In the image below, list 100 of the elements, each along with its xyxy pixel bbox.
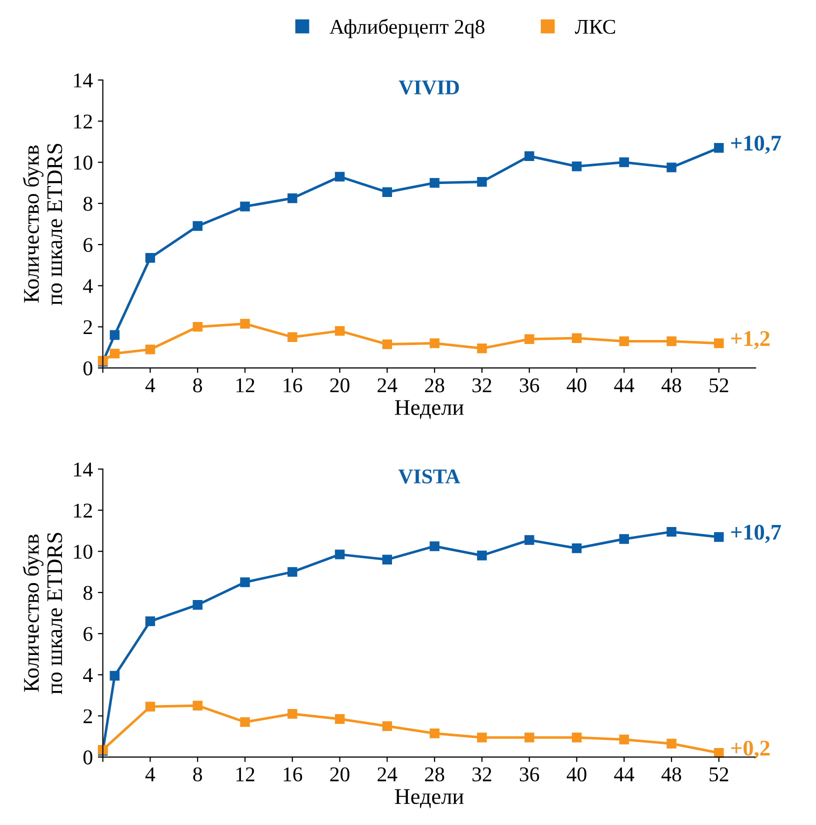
point <box>382 554 392 564</box>
x-tick-label: 44 <box>614 767 634 782</box>
point <box>430 338 440 348</box>
point <box>145 702 156 712</box>
x-axis-title: Недели <box>394 789 464 808</box>
point <box>145 344 156 354</box>
x-tick-label: 36 <box>520 767 540 782</box>
annotation: +1,2 <box>731 331 770 350</box>
annotation: +10,7 <box>731 524 782 543</box>
x-tick-label: 8 <box>193 378 202 392</box>
point <box>572 543 582 554</box>
point <box>430 541 440 552</box>
x-tick-label: 24 <box>378 378 398 392</box>
point <box>192 322 202 332</box>
x-tick-label: 20 <box>330 767 350 782</box>
point <box>334 550 345 560</box>
x-tick-label: 20 <box>330 378 350 392</box>
point <box>240 202 250 212</box>
chart-title: VISTA <box>398 469 460 484</box>
point <box>192 700 202 710</box>
legend-label: Афлиберцепт 2q8 <box>330 18 484 38</box>
point <box>110 348 120 358</box>
annotation: +0,2 <box>731 740 770 759</box>
point <box>524 151 534 161</box>
point <box>619 336 629 346</box>
point <box>192 221 202 231</box>
point <box>430 728 440 738</box>
point <box>619 534 629 544</box>
point <box>145 616 156 626</box>
x-tick-label: 12 <box>236 378 254 392</box>
point <box>110 330 120 340</box>
x-tick-label: 36 <box>520 378 540 392</box>
point <box>288 708 298 719</box>
x-tick-label: 8 <box>193 767 202 782</box>
y-tick-label: 12 <box>74 504 92 518</box>
point <box>572 732 582 742</box>
point <box>382 721 392 732</box>
point <box>666 738 676 749</box>
y-tick-label: 14 <box>74 462 93 476</box>
x-tick-label: 48 <box>661 767 682 782</box>
x-tick-label: 24 <box>378 767 398 782</box>
point <box>382 339 392 350</box>
point <box>477 344 487 354</box>
x-tick-label: 16 <box>284 767 302 782</box>
x-tick-label: 40 <box>566 767 586 782</box>
point <box>240 318 250 329</box>
point <box>572 333 582 343</box>
y-tick-label: 0 <box>83 361 92 376</box>
x-tick-label: 40 <box>566 378 586 392</box>
point <box>524 732 534 742</box>
x-tick-label: 4 <box>145 378 156 392</box>
y-tick-label: 10 <box>74 156 92 170</box>
y-tick-label: 6 <box>84 627 92 642</box>
point <box>714 338 724 348</box>
x-tick-label: 52 <box>710 767 728 782</box>
point <box>110 670 120 681</box>
y-tick-label: 4 <box>83 668 93 682</box>
point <box>619 157 629 168</box>
x-tick-label: 28 <box>425 378 444 392</box>
point <box>334 326 345 336</box>
point <box>714 748 724 758</box>
x-tick-label: 4 <box>145 767 156 782</box>
y-tick-label: 0 <box>83 750 92 764</box>
point <box>334 172 345 182</box>
point <box>334 714 345 724</box>
x-tick-label: 32 <box>472 378 492 392</box>
y-tick-label: 4 <box>83 279 93 293</box>
point <box>714 532 724 542</box>
y-tick-label: 2 <box>84 320 92 334</box>
y-tick-label: 12 <box>74 114 92 128</box>
y-tick-label: 8 <box>83 586 92 600</box>
x-tick-label: 28 <box>425 767 444 782</box>
x-tick-label: 44 <box>614 378 634 392</box>
x-axis-title: Недели <box>394 400 464 420</box>
chart-title: VIVID <box>398 80 459 95</box>
point <box>477 176 487 187</box>
point <box>666 336 676 346</box>
y-tick-label: 8 <box>83 196 92 211</box>
legend-label: ЛКС <box>574 20 616 34</box>
y-axis-title: Количество букв по шкале ETDRS <box>22 532 62 694</box>
point <box>619 734 629 744</box>
x-tick-label: 48 <box>661 378 682 392</box>
y-axis-title: Количество букв по шкале ETDRS <box>22 144 62 306</box>
point <box>477 732 487 742</box>
point <box>666 526 676 537</box>
point <box>382 187 392 197</box>
point <box>288 567 298 577</box>
point <box>572 162 582 172</box>
point <box>430 178 440 188</box>
point <box>524 334 534 344</box>
point <box>288 332 298 342</box>
point <box>477 550 487 560</box>
y-tick-label: 6 <box>84 238 92 252</box>
x-tick-label: 52 <box>710 378 728 392</box>
point <box>666 162 676 172</box>
y-tick-label: 10 <box>74 544 92 559</box>
point <box>240 577 250 588</box>
annotation: +10,7 <box>731 136 782 154</box>
point <box>192 600 202 610</box>
point <box>288 193 298 204</box>
